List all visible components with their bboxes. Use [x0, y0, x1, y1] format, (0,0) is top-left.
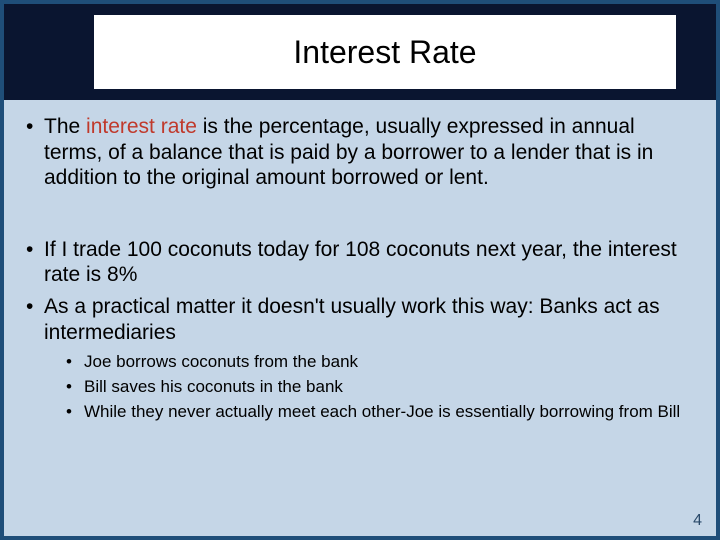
- bullet-1-pre: The: [44, 115, 86, 138]
- bullet-1-term: interest rate: [86, 115, 197, 138]
- bullet-1: The interest rate is the percentage, usu…: [22, 114, 698, 191]
- title-bar: Interest Rate: [4, 4, 716, 100]
- title-box: Interest Rate: [94, 15, 676, 89]
- bullet-list-sub: Joe borrows coconuts from the bank Bill …: [44, 351, 698, 422]
- spacer: [22, 197, 698, 237]
- bullet-3: As a practical matter it doesn't usually…: [22, 294, 698, 422]
- slide-frame: Interest Rate The interest rate is the p…: [0, 0, 720, 540]
- sub-bullet-2: Bill saves his coconuts in the bank: [62, 376, 698, 398]
- bullet-list-main-2: If I trade 100 coconuts today for 108 co…: [22, 237, 698, 423]
- slide-title: Interest Rate: [293, 34, 476, 71]
- bullet-2: If I trade 100 coconuts today for 108 co…: [22, 237, 698, 288]
- sub-bullet-3: While they never actually meet each othe…: [62, 401, 698, 423]
- bullet-3-text: As a practical matter it doesn't usually…: [44, 295, 660, 344]
- page-number: 4: [693, 512, 702, 530]
- sub-bullet-1: Joe borrows coconuts from the bank: [62, 351, 698, 373]
- bullet-list-main: The interest rate is the percentage, usu…: [22, 114, 698, 191]
- slide-content: The interest rate is the percentage, usu…: [22, 114, 698, 518]
